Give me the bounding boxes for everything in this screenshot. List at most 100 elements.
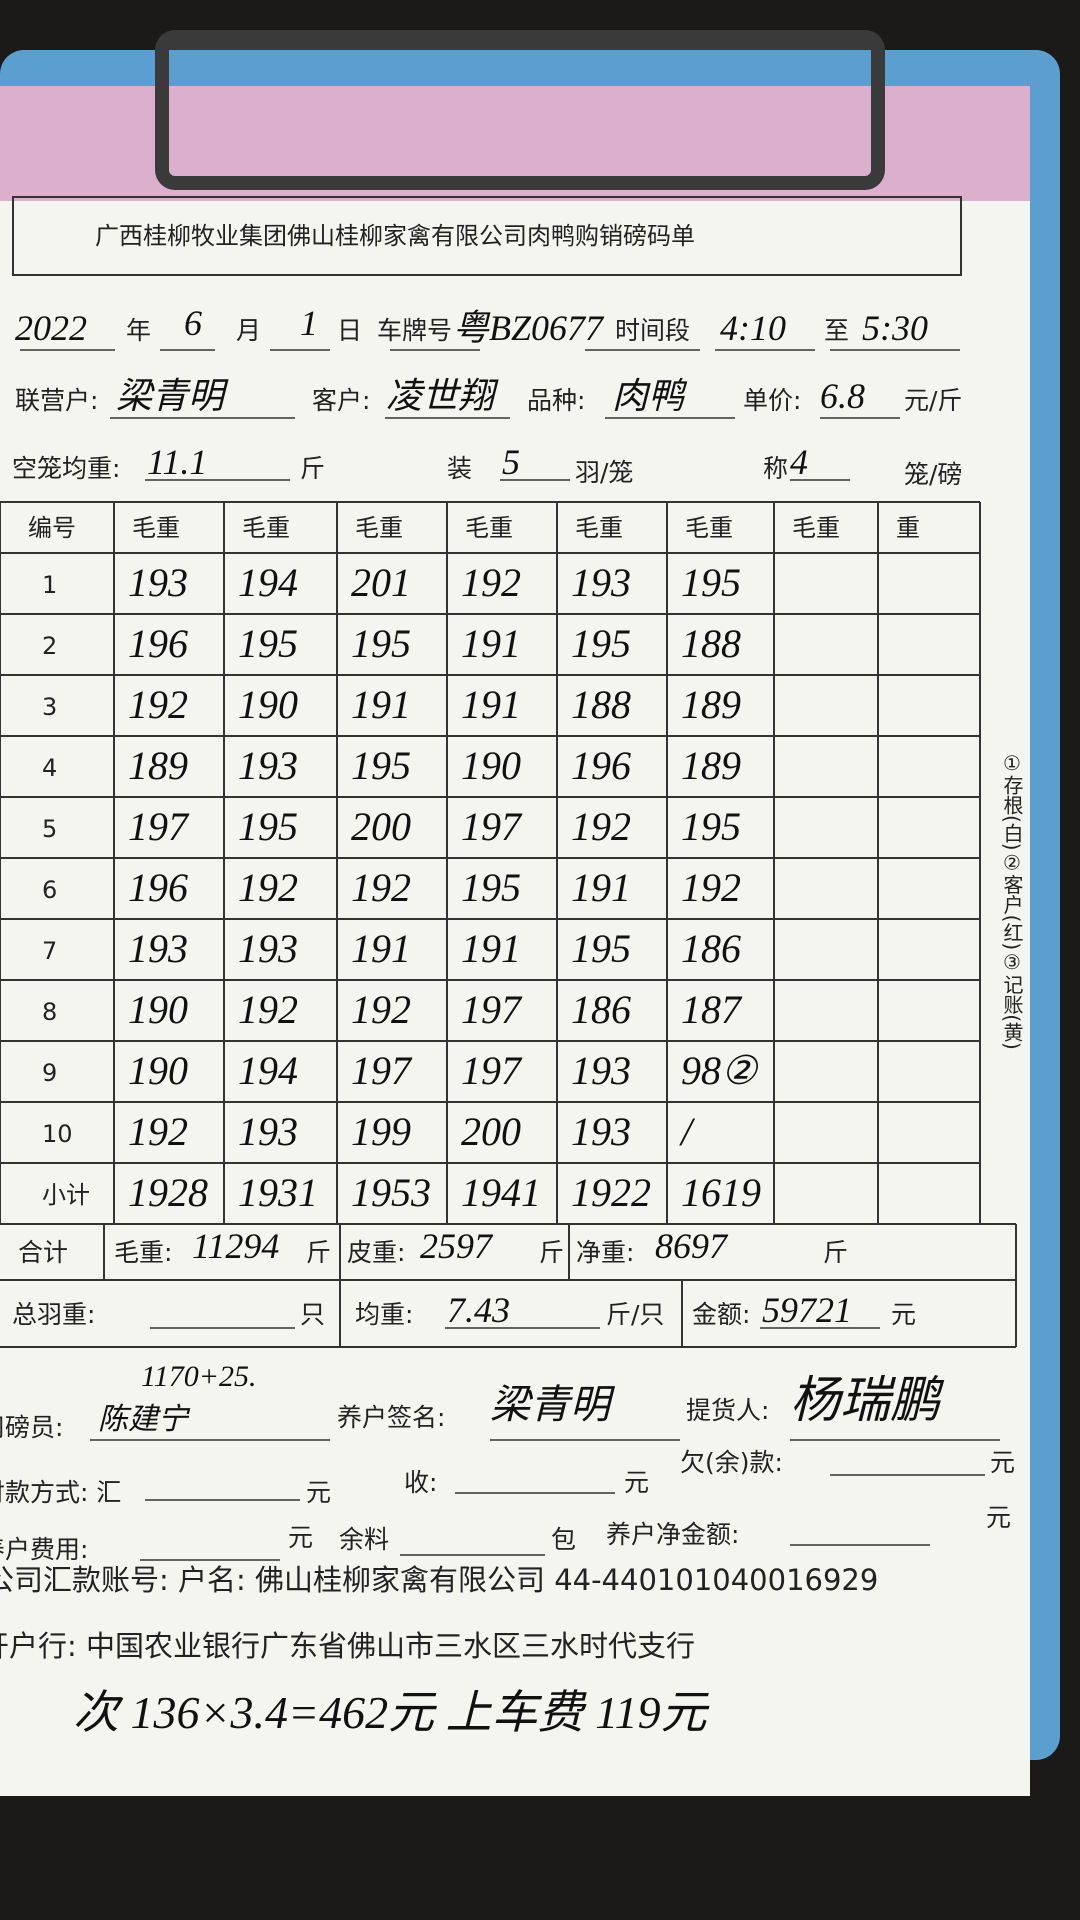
tare: 2597 xyxy=(420,1226,492,1266)
weight-cell: 193 xyxy=(571,560,631,605)
weight-cell: 192 xyxy=(238,865,298,910)
row-label: 小计 xyxy=(42,1181,90,1209)
weight-cell: 196 xyxy=(571,743,631,788)
unit1: 元 xyxy=(288,1523,314,1552)
column-header: 毛重 xyxy=(465,514,513,542)
weight-cell: 193 xyxy=(571,1109,631,1154)
clip xyxy=(155,30,885,190)
copy-note: ①存根(白)②客户(红)③记账(黄) xyxy=(1000,751,1024,1050)
column-header: 毛重 xyxy=(575,514,623,542)
column-header: 重 xyxy=(896,514,920,542)
load-label: 装 xyxy=(447,454,473,483)
weight-cell: 197 xyxy=(128,804,188,849)
row-label: 4 xyxy=(42,754,58,782)
weight-cell: 1922 xyxy=(571,1170,651,1215)
gross: 11294 xyxy=(192,1226,280,1266)
weight-cell: 197 xyxy=(351,1048,411,1093)
weight-cell: 192 xyxy=(128,1109,188,1154)
weight-cell: 193 xyxy=(238,743,298,788)
net-label: 净重: xyxy=(576,1238,635,1267)
weight-cell: 1928 xyxy=(128,1170,208,1215)
row-label: 10 xyxy=(42,1120,73,1148)
weight-cell: 191 xyxy=(461,621,521,666)
tare-unit: 斤 xyxy=(539,1238,565,1267)
net-unit: 斤 xyxy=(823,1238,849,1267)
amount-unit: 元 xyxy=(891,1300,917,1329)
weight-cell: 1931 xyxy=(238,1170,318,1215)
avg-label: 均重: xyxy=(355,1300,414,1329)
count-label: 总羽重: xyxy=(12,1300,96,1329)
farmer-label: 养户签名: xyxy=(337,1403,446,1432)
weight-cell: 191 xyxy=(351,682,411,727)
period-label: 时间段 xyxy=(615,316,691,345)
year-unit: 年 xyxy=(126,316,152,345)
column-header: 毛重 xyxy=(685,514,733,542)
weight-cell: 193 xyxy=(238,926,298,971)
avg-unit: 斤/只 xyxy=(606,1300,665,1329)
weight-cell: 194 xyxy=(238,560,298,605)
form-sheet: ①存根(白)②客户(红)③记账(黄) 广西桂柳牧业集团佛山桂柳家禽有限公司肉鸭购… xyxy=(0,86,1030,1796)
fee-label: 养户费用: xyxy=(0,1535,89,1564)
unit3: 元 xyxy=(990,1448,1016,1477)
day-unit: 日 xyxy=(337,316,363,345)
count-unit: 只 xyxy=(300,1300,326,1329)
unit2: 元 xyxy=(624,1468,650,1497)
picker-label: 提货人: xyxy=(686,1396,770,1425)
amount: 59721 xyxy=(762,1290,852,1330)
weight-cell: 200 xyxy=(351,804,411,849)
start: 4:10 xyxy=(720,308,786,348)
gross-unit: 斤 xyxy=(306,1238,332,1267)
weight-cell: 190 xyxy=(128,1048,188,1093)
load: 5 xyxy=(502,442,520,482)
customer: 凌世翔 xyxy=(386,376,495,416)
weight-cell: 192 xyxy=(351,987,411,1032)
row-label: 9 xyxy=(42,1059,58,1087)
weight-cell: 197 xyxy=(461,987,521,1032)
price: 6.8 xyxy=(820,376,865,416)
weight-cell: 195 xyxy=(238,621,298,666)
weight-cell: 196 xyxy=(128,621,188,666)
weight-cell: 1941 xyxy=(461,1170,541,1215)
weight-cell: 201 xyxy=(351,560,411,605)
weight-cell: 187 xyxy=(681,987,741,1032)
weight-cell: 193 xyxy=(128,926,188,971)
partner: 梁青明 xyxy=(116,376,225,416)
column-header: 毛重 xyxy=(792,514,840,542)
to: 至 xyxy=(824,316,850,345)
weigher: 陈建宁 xyxy=(98,1403,188,1436)
weight-cell: / xyxy=(681,1109,693,1154)
title: 广西桂柳牧业集团佛山桂柳家禽有限公司肉鸭购销磅码单 xyxy=(95,222,695,250)
customer-label: 客户: xyxy=(312,386,371,415)
net-label: 养户净金额: xyxy=(606,1520,740,1549)
weight-cell: 195 xyxy=(351,743,411,788)
end: 5:30 xyxy=(862,308,928,348)
title-box xyxy=(12,196,962,276)
weigher-label: 司磅员: xyxy=(0,1413,64,1442)
weight-cell: 192 xyxy=(571,804,631,849)
weight-cell: 193 xyxy=(128,560,188,605)
weight-cell: 188 xyxy=(681,621,741,666)
weight-cell: 192 xyxy=(238,987,298,1032)
weight-cell: 190 xyxy=(238,682,298,727)
weight-cell: 189 xyxy=(128,743,188,788)
farmer: 梁青明 xyxy=(490,1382,610,1427)
unit2: 元 xyxy=(986,1503,1012,1532)
weight-cell: 98② xyxy=(681,1048,757,1093)
unit1: 元 xyxy=(306,1478,332,1507)
weight-cell: 197 xyxy=(461,1048,521,1093)
column-header: 毛重 xyxy=(242,514,290,542)
day: 1 xyxy=(300,303,318,343)
weight-cell: 192 xyxy=(128,682,188,727)
price-unit: 元/斤 xyxy=(904,386,963,415)
amount-label: 金额: xyxy=(692,1300,751,1329)
weight-cell: 190 xyxy=(461,743,521,788)
weight-cell: 186 xyxy=(681,926,741,971)
count-note: 1170+25. xyxy=(141,1360,257,1393)
weight-cell: 189 xyxy=(681,743,741,788)
weight-cell: 195 xyxy=(461,865,521,910)
weight-cell: 194 xyxy=(238,1048,298,1093)
received-label: 收: xyxy=(404,1468,438,1497)
column-header: 毛重 xyxy=(355,514,403,542)
weight-cell: 191 xyxy=(351,926,411,971)
